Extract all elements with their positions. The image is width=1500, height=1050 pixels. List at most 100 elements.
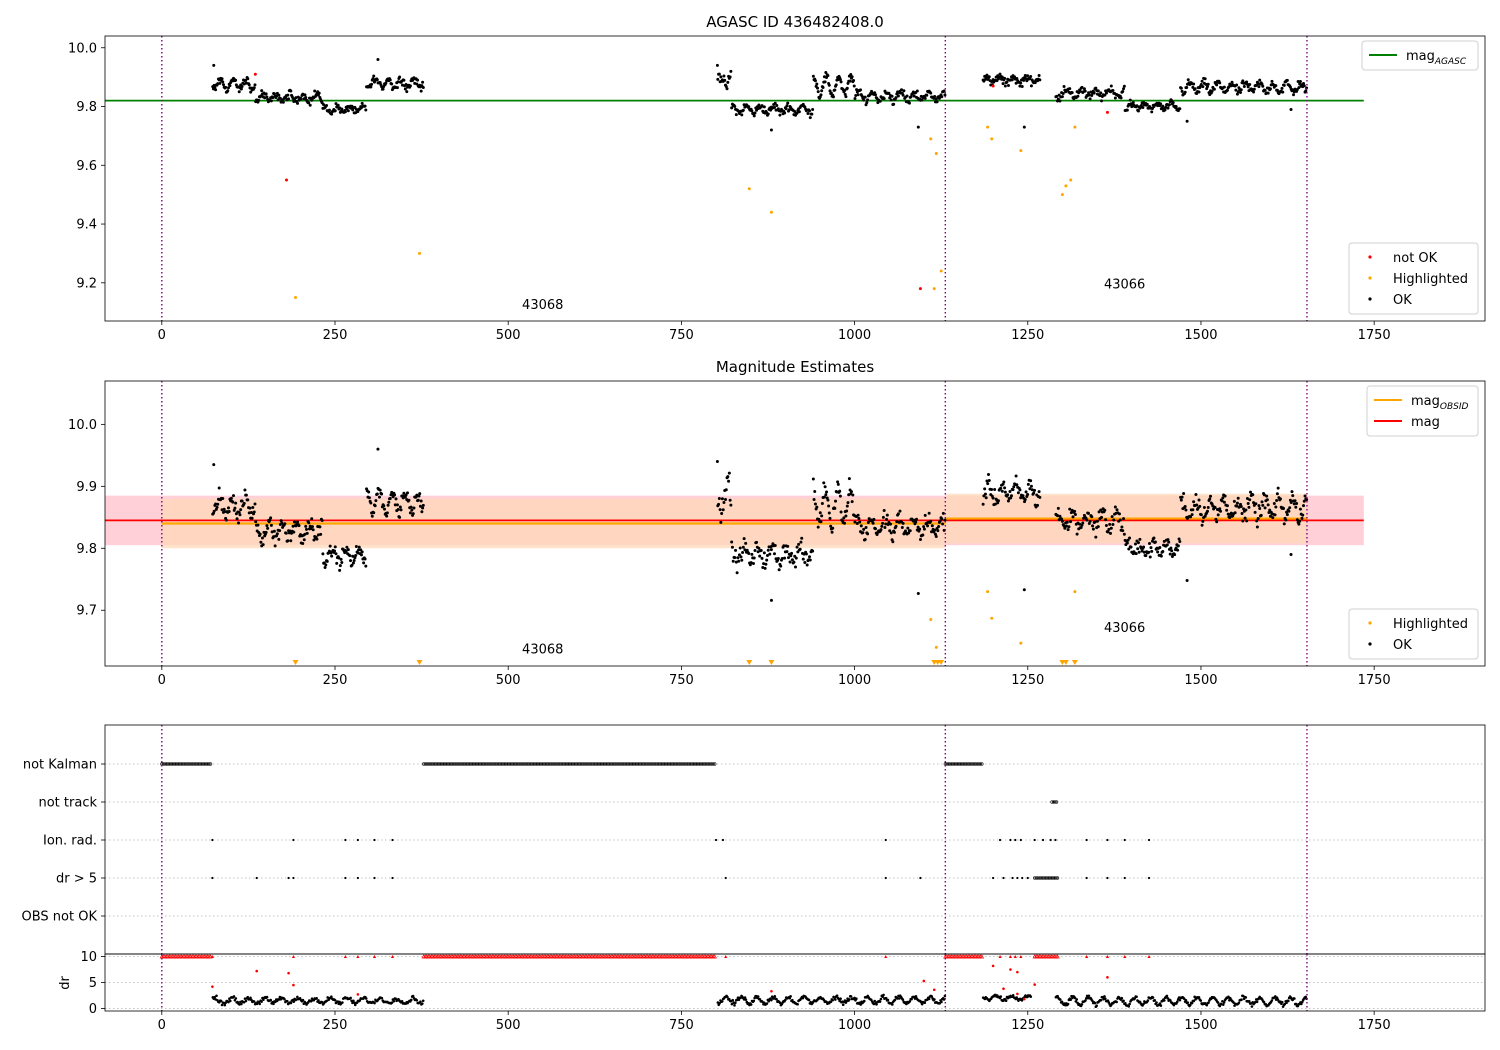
ok-point (218, 81, 222, 85)
ok-point (1184, 508, 1188, 512)
flag-point (641, 762, 645, 766)
dr-ok-point (285, 999, 289, 1003)
ok-point (1275, 498, 1279, 502)
y-tick-label: 10.0 (68, 418, 97, 433)
ok-point (1083, 89, 1087, 93)
flag-point (536, 762, 540, 766)
flag-point (1045, 876, 1049, 880)
ok-point (730, 545, 734, 549)
ok-point (216, 502, 220, 506)
ok-point (1026, 482, 1030, 486)
ok-point (871, 521, 875, 525)
dr-ok-point (920, 1002, 924, 1006)
ok-point (1138, 537, 1142, 541)
ok-point (1185, 579, 1189, 582)
dr-ok-point (400, 1000, 404, 1003)
ok-point (1142, 545, 1146, 549)
flag-point (522, 762, 526, 766)
flag-point (1009, 838, 1012, 842)
ok-point (722, 74, 726, 78)
ok-point (892, 102, 896, 106)
dr-ok-point (908, 1000, 912, 1003)
ok-point (1220, 499, 1224, 503)
x-tick-label: 1000 (838, 1018, 871, 1033)
flag-point (585, 762, 589, 766)
highlighted-point (769, 210, 773, 214)
ok-point (996, 499, 1000, 503)
ok-point (716, 77, 720, 81)
ok-point (304, 524, 308, 528)
flag-point (644, 762, 648, 766)
flag-point (965, 762, 969, 766)
ok-point (983, 487, 987, 491)
ok-point (1063, 526, 1067, 530)
dr-ok-point (1146, 999, 1150, 1002)
dr-ok-point (1165, 994, 1169, 998)
dr-ok-point (784, 998, 787, 1002)
ok-point (1014, 81, 1018, 85)
flag-point (202, 762, 207, 766)
ok-point (369, 85, 373, 89)
flag-point (945, 762, 949, 766)
ok-point (396, 507, 400, 511)
ok-point (324, 563, 328, 567)
ok-point (1136, 109, 1140, 113)
dr-ok-point (1095, 1004, 1098, 1007)
panel-magnitude-estimates: Magnitude Estimates 43068430669.79.89.91… (68, 358, 1486, 688)
dr-ok-point (262, 998, 265, 1002)
flag-point (969, 762, 973, 766)
ok-point (878, 99, 882, 103)
ok-point (1018, 84, 1022, 88)
ok-point (866, 532, 870, 536)
flag-point (691, 762, 696, 766)
dr-capped-point (979, 954, 985, 959)
ok-point (398, 75, 402, 79)
flag-point (502, 762, 507, 766)
ok-point (912, 94, 916, 98)
ok-point (942, 89, 946, 93)
ok-point (894, 96, 898, 100)
dr-ok-point (1250, 1005, 1254, 1008)
ok-point (1247, 505, 1251, 509)
dr-ok-point (1074, 1000, 1078, 1003)
ok-point (1019, 81, 1023, 85)
dr-ok-point (923, 1001, 927, 1004)
ok-point (351, 561, 355, 565)
ok-point (981, 502, 985, 506)
ok-point (1032, 488, 1036, 492)
ok-point (862, 527, 866, 531)
dr-ok-point (1153, 999, 1157, 1002)
ok-point (881, 521, 885, 525)
x-tick-label: 750 (669, 673, 694, 688)
flag-point (560, 762, 564, 766)
dr-not-ok-point (1016, 992, 1019, 996)
dr-capped-point (1123, 954, 1127, 958)
dr-ok-point (910, 997, 913, 1001)
ok-point (334, 102, 338, 106)
dr-ok-point (898, 997, 901, 1000)
highlighted-point (990, 137, 994, 141)
flag-point (292, 838, 295, 842)
flag-point (527, 762, 531, 766)
ok-point (1290, 490, 1294, 494)
flag-point (498, 762, 502, 766)
ok-point (993, 502, 997, 506)
ok-point (221, 496, 225, 500)
ok-point (936, 529, 940, 533)
dr-ok-point (1293, 997, 1296, 1000)
ok-point (214, 88, 218, 92)
ok-point (1064, 524, 1068, 528)
ok-point (801, 557, 805, 561)
flag-point (653, 762, 657, 766)
ok-point (811, 477, 815, 481)
ok-point (1235, 92, 1239, 96)
ok-point (1212, 87, 1216, 91)
dr-ok-point (1218, 1004, 1222, 1008)
highlighted-point (932, 287, 936, 291)
flag-point (1054, 838, 1057, 842)
highlighted-point (1019, 641, 1023, 645)
flag-point (344, 876, 347, 880)
flag-point (721, 838, 725, 842)
ok-point (369, 501, 373, 505)
ok-point (360, 101, 364, 105)
